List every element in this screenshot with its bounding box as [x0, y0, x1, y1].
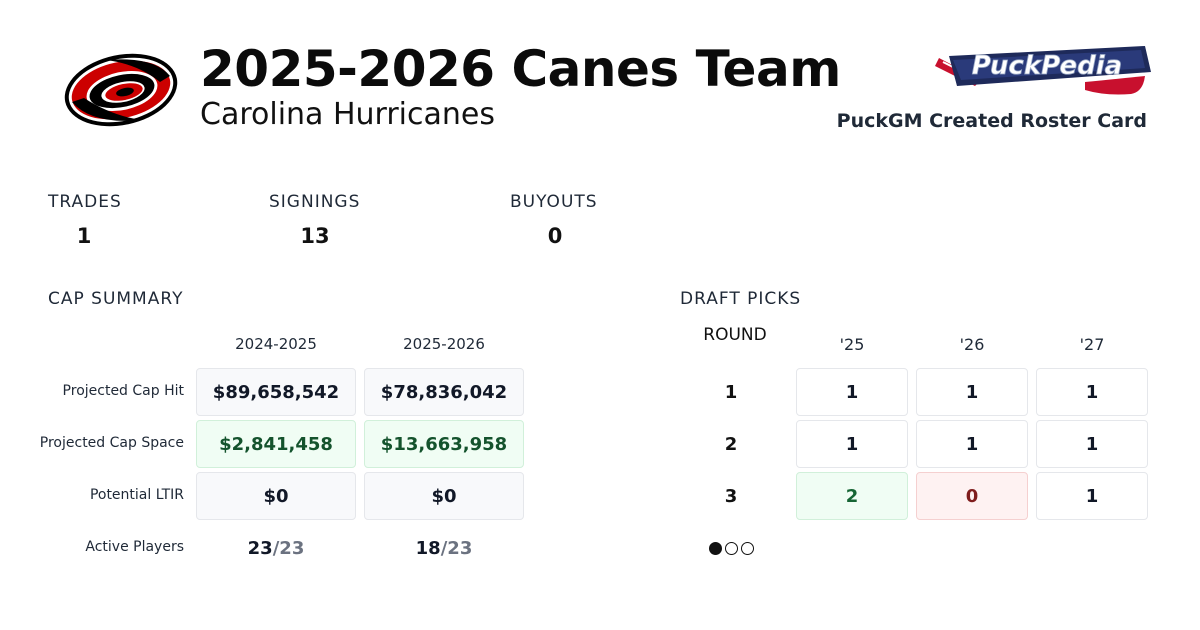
team-name: Carolina Hurricanes: [200, 97, 495, 132]
cap-hit-cell: $78,836,042: [364, 368, 524, 416]
pick-count-cell: 1: [796, 420, 908, 468]
page-title: 2025-2026 Canes Team: [200, 40, 841, 98]
cap-hit-cell: $89,658,542: [196, 368, 356, 416]
cap-row-label: Projected Cap Hit: [62, 383, 184, 399]
active-players-label: Active Players: [85, 539, 184, 555]
round-number: 3: [724, 486, 738, 507]
pagination-dots: [709, 542, 754, 555]
cap-column-header: 2025-2026: [403, 335, 485, 353]
cap-column-header: 2024-2025: [235, 335, 317, 353]
signings-value: 13: [300, 224, 330, 248]
cap-space-cell: $13,663,958: [364, 420, 524, 468]
pick-count-cell: 1: [1036, 472, 1148, 520]
trades-value: 1: [76, 224, 92, 248]
pick-count-cell: 0: [916, 472, 1028, 520]
page-dot-2[interactable]: [725, 542, 738, 555]
active-players-value: 18/23: [364, 538, 524, 559]
cap-space-cell: $2,841,458: [196, 420, 356, 468]
active-players-count: 18: [415, 538, 441, 559]
active-players-max: /23: [440, 538, 473, 559]
draft-picks-title: DRAFT PICKS: [680, 289, 802, 309]
pick-count-cell: 1: [796, 368, 908, 416]
buyouts-value: 0: [547, 224, 563, 248]
round-number: 1: [724, 382, 738, 403]
cap-row-label: Potential LTIR: [89, 487, 184, 503]
buyouts-label: BUYOUTS: [510, 192, 598, 212]
cap-row-label: Projected Cap Space: [39, 435, 184, 451]
active-players-count: 23: [247, 538, 273, 559]
puckpedia-logo-icon: PuckPedia: [935, 42, 1153, 104]
ltir-cell: $0: [196, 472, 356, 520]
round-number: 2: [724, 434, 738, 455]
signings-stat: SIGNINGS 13: [269, 192, 469, 248]
page-dot-1[interactable]: [709, 542, 722, 555]
signings-label: SIGNINGS: [269, 192, 361, 212]
trades-label: TRADES: [48, 192, 122, 212]
hurricanes-logo-icon: [62, 50, 184, 130]
pick-count-cell: 1: [916, 368, 1028, 416]
active-players-value: 23/23: [196, 538, 356, 559]
draft-year-header: '26: [959, 335, 985, 354]
svg-text:PuckPedia: PuckPedia: [972, 51, 1122, 81]
pick-count-cell: 1: [1036, 368, 1148, 416]
active-players-max: /23: [272, 538, 305, 559]
trades-stat: TRADES 1: [48, 192, 248, 248]
draft-year-header: '27: [1079, 335, 1105, 354]
page-dot-3[interactable]: [741, 542, 754, 555]
pick-count-cell: 1: [916, 420, 1028, 468]
round-header: ROUND: [703, 325, 767, 345]
pick-count-cell: 2: [796, 472, 908, 520]
pick-count-cell: 1: [1036, 420, 1148, 468]
roster-card-caption: PuckGM Created Roster Card: [836, 110, 1147, 132]
buyouts-stat: BUYOUTS 0: [510, 192, 710, 248]
draft-year-header: '25: [839, 335, 865, 354]
cap-summary-title: CAP SUMMARY: [48, 289, 184, 309]
ltir-cell: $0: [364, 472, 524, 520]
